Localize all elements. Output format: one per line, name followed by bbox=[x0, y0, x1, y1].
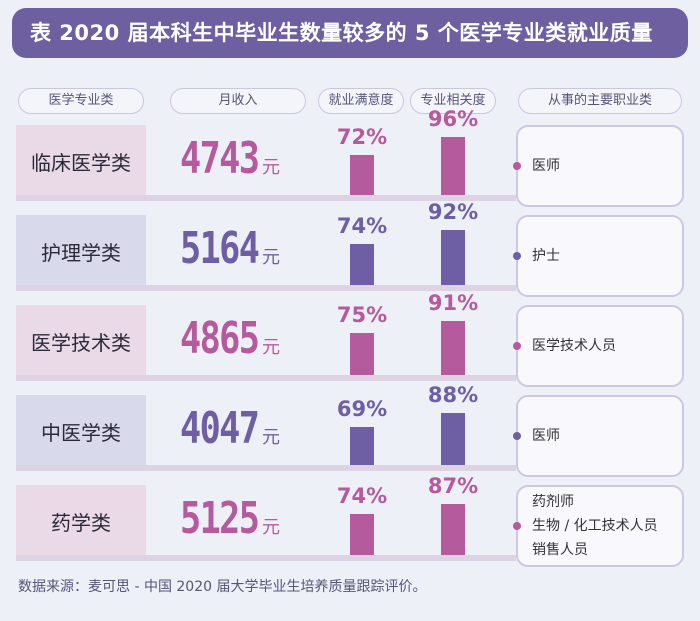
relevance-label: 87% bbox=[427, 473, 479, 498]
bullet-dot bbox=[513, 522, 521, 530]
income-unit: 元 bbox=[261, 157, 280, 178]
income-unit: 元 bbox=[261, 517, 280, 538]
income-value: 4865 元 bbox=[180, 313, 330, 373]
satisfaction-label: 74% bbox=[336, 483, 388, 508]
satisfaction-bar bbox=[350, 332, 374, 375]
income-number: 4047 bbox=[180, 403, 260, 454]
category-cell: 中医学类 bbox=[16, 395, 146, 467]
job-item: 药剂师 bbox=[532, 494, 574, 510]
income-value: 4743 元 bbox=[180, 133, 330, 193]
row-divider bbox=[16, 195, 516, 201]
bullet-dot bbox=[513, 252, 521, 260]
income-unit: 元 bbox=[261, 427, 280, 448]
satisfaction-label: 69% bbox=[336, 397, 388, 422]
bullet-dot bbox=[513, 162, 521, 170]
job-item: 医师 bbox=[532, 158, 560, 174]
relevance-bar bbox=[441, 320, 465, 375]
satisfaction-label: 74% bbox=[336, 213, 388, 238]
income-number: 5125 bbox=[180, 493, 260, 544]
bullet-dot bbox=[513, 342, 521, 350]
relevance-bar bbox=[441, 413, 465, 465]
header-jobs: 从事的主要职业类 bbox=[518, 88, 682, 114]
relevance-bar bbox=[441, 137, 465, 195]
satisfaction-label: 72% bbox=[336, 125, 388, 149]
header-category: 医学专业类 bbox=[18, 88, 144, 114]
row-divider bbox=[16, 465, 516, 471]
relevance-bar bbox=[441, 230, 465, 285]
income-number: 4865 bbox=[180, 313, 260, 364]
job-item: 销售人员 bbox=[532, 542, 588, 558]
job-item: 医师 bbox=[532, 428, 560, 444]
jobs-box: 药剂师生物 / 化工技术人员 销售人员 bbox=[513, 485, 684, 567]
jobs-box: 医师 bbox=[513, 125, 684, 207]
satisfaction-label: 75% bbox=[336, 302, 388, 327]
jobs-box: 医学技术人员 bbox=[513, 305, 684, 387]
satisfaction-bar bbox=[350, 427, 374, 465]
category-cell: 药学类 bbox=[16, 485, 146, 557]
relevance-label: 88% bbox=[427, 383, 479, 407]
bullet-dot bbox=[513, 432, 521, 440]
income-unit: 元 bbox=[261, 247, 280, 268]
job-item: 护士 bbox=[532, 248, 560, 264]
relevance-label: 92% bbox=[427, 200, 479, 224]
jobs-box: 护士 bbox=[513, 215, 684, 297]
job-item: 医学技术人员 bbox=[532, 338, 616, 354]
header-income: 月收入 bbox=[170, 88, 306, 114]
category-cell: 护理学类 bbox=[16, 215, 146, 287]
table-title: 表 2020 届本科生中毕业生数量较多的 5 个医学专业类就业质量 bbox=[12, 8, 688, 58]
income-value: 5164 元 bbox=[180, 223, 330, 283]
income-value: 4047 元 bbox=[180, 403, 330, 463]
relevance-label: 91% bbox=[427, 290, 479, 315]
source-note: 数据来源：麦可思 - 中国 2020 届大学毕业生培养质量跟踪评价。 bbox=[18, 579, 427, 595]
header-satisfaction: 就业满意度 bbox=[318, 88, 404, 114]
income-number: 4743 bbox=[180, 133, 260, 184]
row-divider bbox=[16, 555, 516, 561]
income-unit: 元 bbox=[261, 337, 280, 358]
satisfaction-bar bbox=[350, 155, 374, 195]
header-relevance: 专业相关度 bbox=[410, 88, 496, 114]
income-value: 5125 元 bbox=[180, 493, 330, 553]
job-item: 生物 / 化工技术人员 bbox=[532, 518, 658, 534]
relevance-label: 96% bbox=[427, 107, 479, 131]
jobs-box: 医师 bbox=[513, 395, 684, 477]
row-divider bbox=[16, 285, 516, 291]
relevance-bar bbox=[441, 503, 465, 555]
income-number: 5164 bbox=[180, 223, 260, 274]
category-cell: 临床医学类 bbox=[16, 125, 146, 197]
satisfaction-bar bbox=[350, 513, 374, 555]
category-cell: 医学技术类 bbox=[16, 305, 146, 377]
satisfaction-bar bbox=[350, 243, 374, 285]
row-divider bbox=[16, 375, 516, 381]
